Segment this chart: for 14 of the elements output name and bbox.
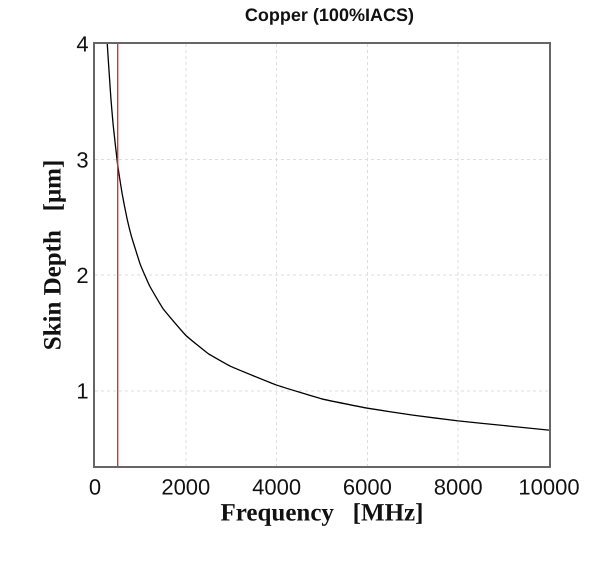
x-tick-label: 2000 xyxy=(161,474,210,500)
x-tick-label: 8000 xyxy=(434,474,483,500)
x-tick-label: 4000 xyxy=(252,474,302,500)
x-tick-label: 0 xyxy=(88,474,102,500)
y-tick-label: 3 xyxy=(76,147,89,172)
x-axis-title: Frequency [MHz] xyxy=(220,499,424,526)
chart-title: Copper (100%IACS) xyxy=(244,5,414,26)
line-series xyxy=(106,44,549,431)
y-tick-label: 2 xyxy=(76,262,89,288)
y-axis-title: Skin Depth [μm] xyxy=(40,160,67,350)
y-tick-label: 1 xyxy=(76,378,89,404)
y-tick-label: 4 xyxy=(76,32,89,57)
x-tick-label: 10000 xyxy=(518,474,580,500)
x-tick-label: 6000 xyxy=(342,474,392,500)
